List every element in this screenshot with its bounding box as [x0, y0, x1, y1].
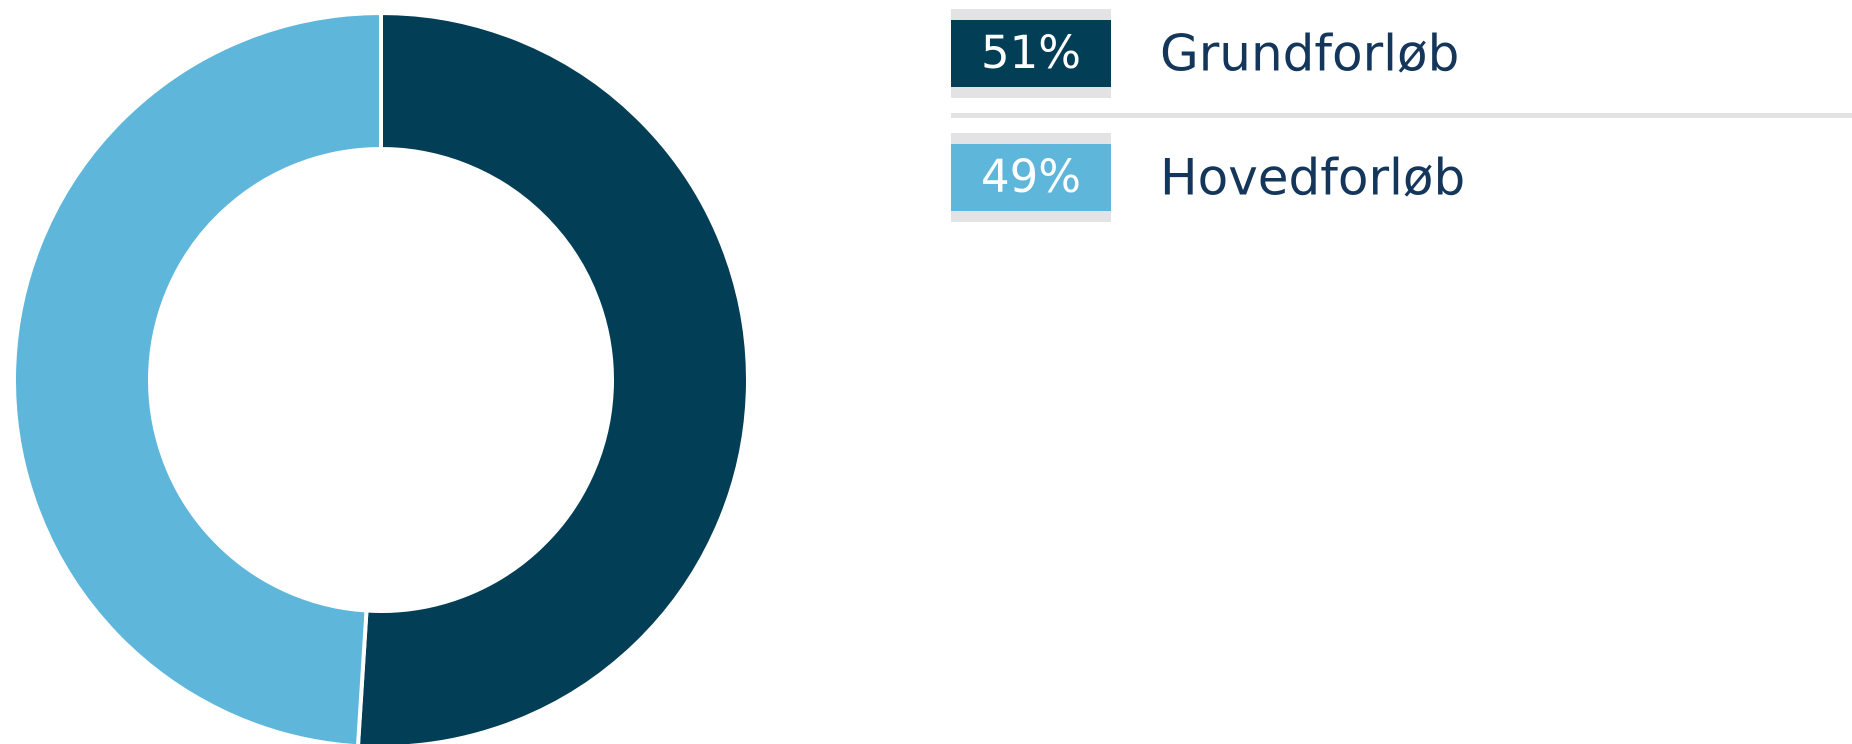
legend-label: Hovedforløb	[1160, 149, 1465, 207]
legend: 51% Grundforløb 49% Hovedforløb	[951, 9, 1852, 222]
legend-swatch	[951, 144, 1111, 211]
legend-separator	[951, 113, 1852, 118]
legend-value-label: 49%	[981, 150, 1081, 203]
donut-segment	[12, 10, 383, 744]
donut-segment	[356, 10, 750, 744]
legend-value-label: 51%	[981, 26, 1081, 79]
legend-label: Grundforløb	[1160, 25, 1459, 83]
legend-swatch	[951, 20, 1111, 87]
donut	[12, 10, 750, 744]
